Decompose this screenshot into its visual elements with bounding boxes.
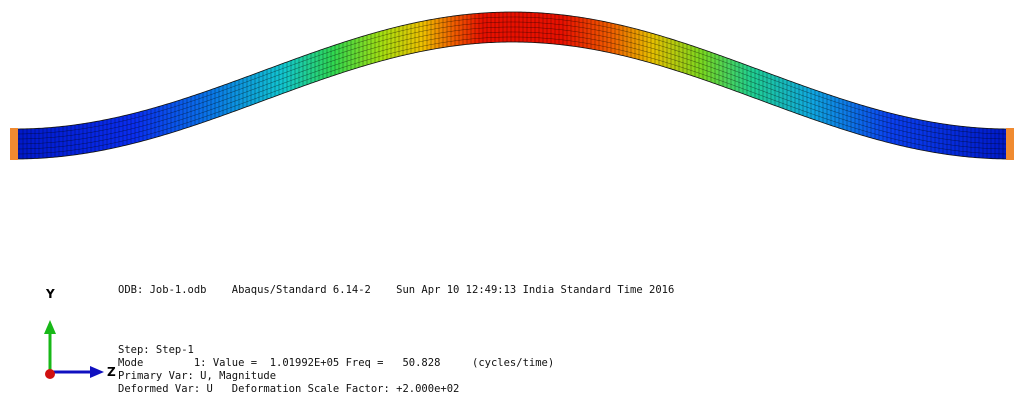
deformed-var: Deformed Var: U Deformation Scale Factor… [118,383,459,395]
triad-y-label: Y [45,287,55,301]
triad: Y Z [44,287,116,379]
boundary-left [10,128,18,160]
boundary-right [1006,128,1014,160]
deformed-beam [14,11,1010,160]
beam-mesh [14,12,1008,159]
odb-info: ODB: Job-1.odb Abaqus/Standard 6.14-2 Su… [118,284,674,296]
step-info: Step: Step-1 [118,344,194,356]
triad-z-label: Z [107,365,116,379]
mode-info: Mode 1: Value = 1.01992E+05 Freq = 50.82… [118,357,554,369]
primary-var: Primary Var: U, Magnitude [118,370,276,382]
beam-body [14,11,1010,160]
